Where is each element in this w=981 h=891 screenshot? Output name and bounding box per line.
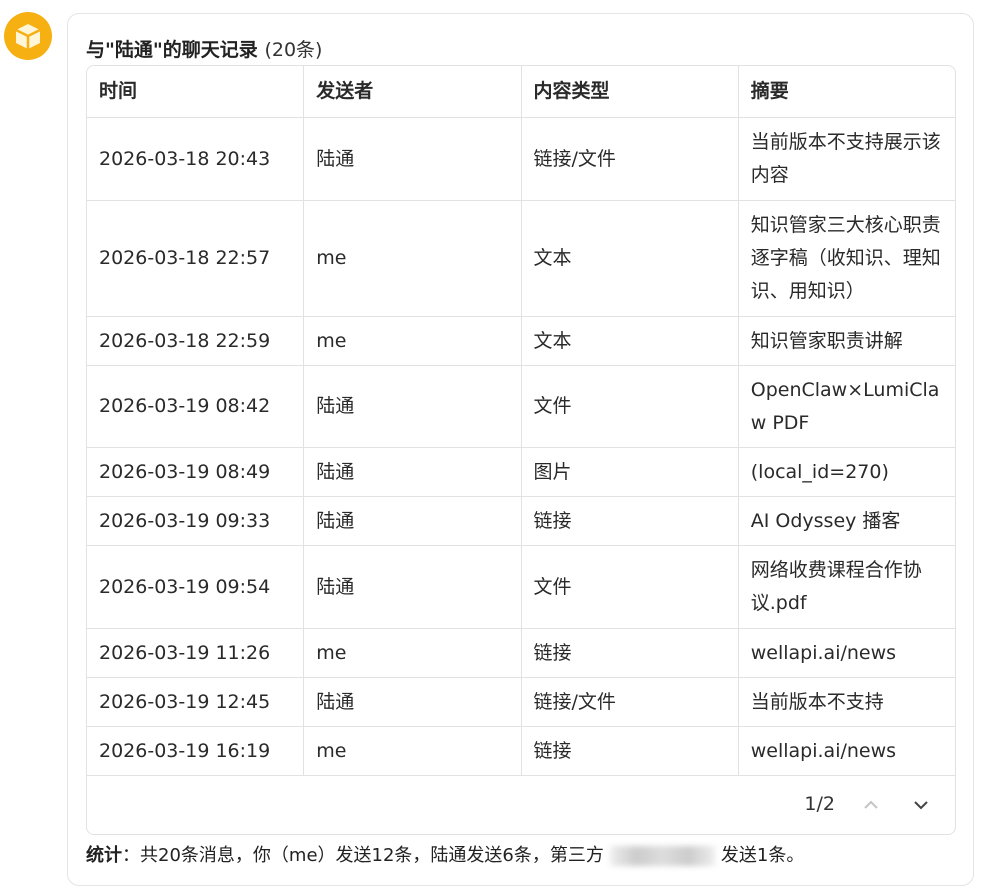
table-cell: 链接 [520,726,739,776]
column-header: 内容类型 [520,66,739,118]
redacted-name [609,846,715,866]
column-header: 摘要 [737,66,955,118]
table-cell: 2026-03-18 22:57 [87,200,305,317]
table-cell: 网络收费课程合作协议.pdf [737,545,955,629]
table-cell: 链接 [520,496,739,546]
avatar [4,12,52,60]
table-cell: 2026-03-19 11:26 [87,628,305,678]
page-indicator: 1/2 [804,793,835,815]
table-cell: me [303,628,522,678]
table-cell: AI Odyssey 播客 [737,496,955,546]
table-cell: 2026-03-18 22:59 [87,316,305,366]
table-cell: 陆通 [303,117,522,201]
table-row: 2026-03-18 20:43 陆通 链接/文件 当前版本不支持展示该内容 [87,117,955,201]
table-cell: 2026-03-19 08:49 [87,447,305,497]
table-cell: 文本 [520,316,739,366]
column-header: 发送者 [303,66,522,118]
table-cell: 2026-03-18 20:43 [87,117,305,201]
table-cell: 陆通 [303,496,522,546]
table-cell: 当前版本不支持 [737,677,955,727]
table-cell: 图片 [520,447,739,497]
table-row: 2026-03-19 09:54 陆通 文件 网络收费课程合作协议.pdf [87,545,955,629]
table-cell: 链接/文件 [520,117,739,201]
table-cell: OpenClaw×LumiClaw PDF [737,365,955,448]
table-cell: 陆通 [303,447,522,497]
table-row: 2026-03-19 12:45 陆通 链接/文件 当前版本不支持 [87,677,955,727]
table-row: 2026-03-18 22:59 me 文本 知识管家职责讲解 [87,316,955,366]
table-cell: 当前版本不支持展示该内容 [737,117,955,201]
chat-history-title: 与"陆通"的聊天记录 (20条) [86,39,323,61]
table-cell: 文本 [520,200,739,317]
table-row: 2026-03-19 16:19 me 链接 wellapi.ai/news [87,726,955,776]
table-cell: 2026-03-19 16:19 [87,726,305,776]
table-cell: me [303,316,522,366]
table-cell: (local_id=270) [737,447,955,497]
table-cell: 文件 [520,365,739,448]
table-cell: 陆通 [303,545,522,629]
table-cell: 2026-03-19 09:33 [87,496,305,546]
table-cell: wellapi.ai/news [737,628,955,678]
chevron-up-icon[interactable] [857,793,885,815]
table-cell: 2026-03-19 08:42 [87,365,305,448]
table-cell: me [303,200,522,317]
table-cell: 陆通 [303,365,522,448]
pagination: 1/2 [87,774,955,834]
table-row: 2026-03-19 08:49 陆通 图片 (local_id=270) [87,447,955,497]
table-cell: 2026-03-19 12:45 [87,677,305,727]
table-cell: 陆通 [303,677,522,727]
stats-summary: 统计：共20条消息，你（me）发送12条，陆通发送6条，第三方 发送1条。 [86,845,805,866]
column-header: 时间 [87,66,305,118]
table-cell: 链接/文件 [520,677,739,727]
table-row: 2026-03-18 22:57 me 文本 知识管家三大核心职责逐字稿（收知识、理知… [87,200,955,317]
table-cell: 知识管家职责讲解 [737,316,955,366]
table-cell: 文件 [520,545,739,629]
cube-icon [15,24,41,49]
table-cell: me [303,726,522,776]
table-cell: 知识管家三大核心职责逐字稿（收知识、理知识、用知识） [737,200,955,317]
table-row: 2026-03-19 08:42 陆通 文件 OpenClaw×LumiClaw PD… [87,365,955,448]
table-cell: 2026-03-19 09:54 [87,545,305,629]
table-cell: 链接 [520,628,739,678]
table-row: 2026-03-19 09:33 陆通 链接 AI Odyssey 播客 [87,496,955,546]
table-row: 2026-03-19 11:26 me 链接 wellapi.ai/news [87,628,955,678]
table-cell: wellapi.ai/news [737,726,955,776]
chat-table: 时间 发送者 内容类型 摘要 2026-03-18 20:43 陆通 链接/文件 当前版本不… [86,65,956,835]
chevron-down-icon[interactable] [907,793,935,815]
